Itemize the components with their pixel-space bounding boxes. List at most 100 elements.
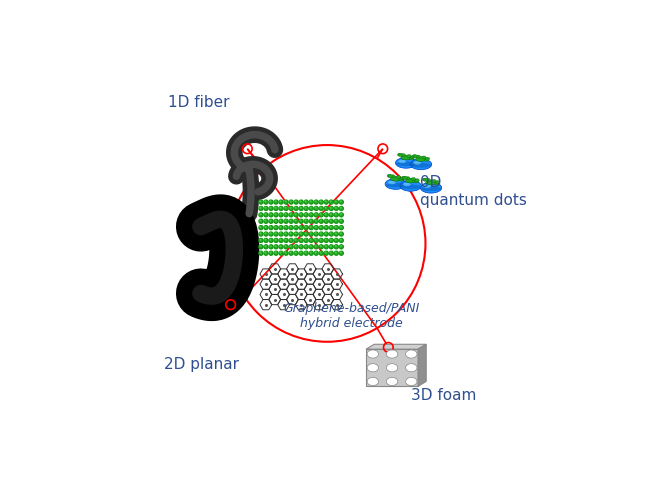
Circle shape xyxy=(265,252,266,253)
Circle shape xyxy=(289,226,293,229)
Circle shape xyxy=(274,206,278,211)
Circle shape xyxy=(290,245,291,247)
Circle shape xyxy=(315,252,316,253)
Ellipse shape xyxy=(405,178,416,183)
Circle shape xyxy=(309,200,313,204)
Circle shape xyxy=(294,226,298,229)
Circle shape xyxy=(305,233,306,234)
Circle shape xyxy=(324,200,328,204)
Circle shape xyxy=(259,245,263,249)
Circle shape xyxy=(289,245,293,249)
Circle shape xyxy=(260,252,261,253)
Circle shape xyxy=(289,251,293,255)
Circle shape xyxy=(324,219,328,223)
Circle shape xyxy=(300,239,301,240)
Circle shape xyxy=(339,232,343,236)
Circle shape xyxy=(259,239,263,242)
Circle shape xyxy=(319,200,323,204)
Circle shape xyxy=(269,219,273,223)
Ellipse shape xyxy=(414,180,418,183)
Circle shape xyxy=(320,245,321,247)
Circle shape xyxy=(294,219,298,223)
Circle shape xyxy=(289,239,293,242)
Circle shape xyxy=(299,206,303,211)
Circle shape xyxy=(274,226,278,229)
Circle shape xyxy=(339,206,343,211)
Circle shape xyxy=(300,233,301,234)
Circle shape xyxy=(260,239,261,240)
Circle shape xyxy=(314,219,318,223)
Circle shape xyxy=(269,206,273,211)
Circle shape xyxy=(310,239,311,240)
Circle shape xyxy=(324,245,328,249)
Circle shape xyxy=(304,232,308,236)
Circle shape xyxy=(269,232,273,236)
Circle shape xyxy=(270,252,271,253)
Circle shape xyxy=(339,219,343,223)
Circle shape xyxy=(310,227,311,228)
Circle shape xyxy=(315,201,316,202)
Ellipse shape xyxy=(385,179,407,189)
Circle shape xyxy=(334,213,339,217)
Circle shape xyxy=(280,227,281,228)
Circle shape xyxy=(315,245,316,247)
Ellipse shape xyxy=(423,178,428,181)
Circle shape xyxy=(260,245,261,247)
Circle shape xyxy=(340,201,341,202)
Circle shape xyxy=(335,201,336,202)
Circle shape xyxy=(264,213,268,217)
Ellipse shape xyxy=(426,178,430,182)
Circle shape xyxy=(259,251,263,255)
Circle shape xyxy=(334,219,339,223)
Ellipse shape xyxy=(386,377,398,386)
Circle shape xyxy=(314,206,318,211)
Circle shape xyxy=(334,239,339,242)
Circle shape xyxy=(314,239,318,242)
Circle shape xyxy=(274,251,278,255)
Circle shape xyxy=(329,200,333,204)
Circle shape xyxy=(260,207,261,208)
Circle shape xyxy=(284,232,288,236)
Circle shape xyxy=(284,206,288,211)
Circle shape xyxy=(325,233,326,234)
Circle shape xyxy=(265,207,266,208)
Ellipse shape xyxy=(416,155,420,158)
Ellipse shape xyxy=(406,377,417,386)
Circle shape xyxy=(259,200,263,204)
Ellipse shape xyxy=(432,179,436,182)
Circle shape xyxy=(284,239,288,242)
Circle shape xyxy=(319,226,323,229)
Circle shape xyxy=(269,213,273,217)
Circle shape xyxy=(304,200,308,204)
Circle shape xyxy=(285,201,286,202)
Ellipse shape xyxy=(425,157,430,160)
Circle shape xyxy=(270,227,271,228)
Circle shape xyxy=(264,239,268,242)
Ellipse shape xyxy=(397,175,401,179)
Circle shape xyxy=(334,226,339,229)
Circle shape xyxy=(335,252,336,253)
Circle shape xyxy=(280,201,281,202)
Circle shape xyxy=(294,245,298,249)
Circle shape xyxy=(329,245,333,249)
Circle shape xyxy=(334,251,339,255)
Circle shape xyxy=(270,207,271,208)
Circle shape xyxy=(300,201,301,202)
Ellipse shape xyxy=(367,377,379,386)
Circle shape xyxy=(304,226,308,229)
Text: 0D
quantum dots: 0D quantum dots xyxy=(420,175,527,208)
Circle shape xyxy=(270,239,271,240)
Circle shape xyxy=(289,206,293,211)
Circle shape xyxy=(305,207,306,208)
Circle shape xyxy=(334,245,339,249)
Ellipse shape xyxy=(401,155,411,160)
Ellipse shape xyxy=(367,350,379,358)
Circle shape xyxy=(299,226,303,229)
Circle shape xyxy=(340,245,341,247)
Ellipse shape xyxy=(406,350,417,358)
Circle shape xyxy=(279,213,283,217)
Circle shape xyxy=(300,220,301,221)
Circle shape xyxy=(320,233,321,234)
Circle shape xyxy=(274,245,278,249)
Circle shape xyxy=(320,227,321,228)
